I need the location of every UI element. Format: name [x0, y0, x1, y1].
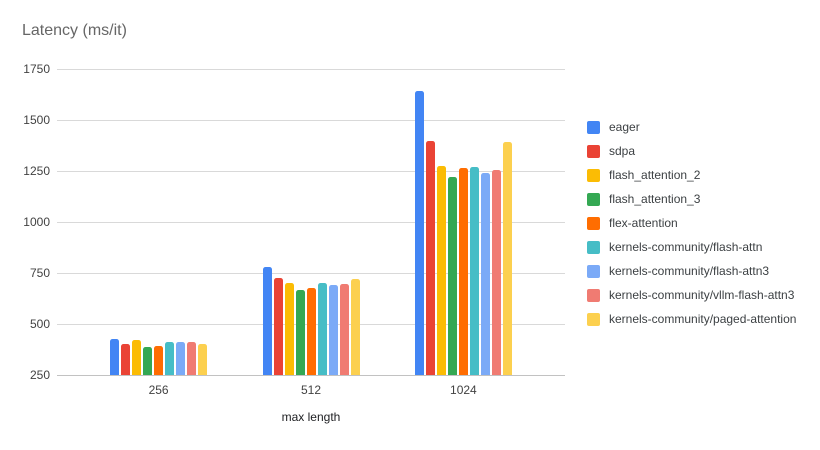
legend-label: kernels-community/flash-attn: [609, 240, 763, 254]
bar-kernels-community-paged-attention-256: [198, 344, 208, 375]
x-tick-label: 1024: [450, 383, 477, 397]
y-tick-label: 1500: [23, 113, 50, 127]
y-tick-label: 500: [29, 317, 50, 331]
bar-flash-attention-3-1024: [447, 176, 457, 375]
gridline: [57, 120, 565, 121]
legend-label: kernels-community/paged-attention: [609, 312, 797, 326]
legend-label: flex-attention: [609, 216, 678, 230]
legend-item-flex-attention: flex-attention: [587, 216, 799, 231]
gridline: [57, 375, 565, 376]
legend-swatch: [587, 289, 600, 302]
bar-flash-attention-3-512: [295, 289, 305, 375]
legend-swatch: [587, 313, 600, 326]
bar-kernels-community-vllm-flash-attn3-256: [187, 341, 197, 375]
bar-flash-attention-3-256: [143, 347, 153, 375]
legend-swatch: [587, 265, 600, 278]
y-tick-label: 1000: [23, 215, 50, 229]
gridline: [57, 273, 565, 274]
legend-item-flash-attention-3: flash_attention_3: [587, 192, 799, 207]
bar-kernels-community-vllm-flash-attn3-1024: [491, 169, 501, 375]
gridline: [57, 171, 565, 172]
legend-label: kernels-community/vllm-flash-attn3: [609, 288, 795, 302]
bar-flash-attention-2-1024: [436, 165, 446, 375]
legend-label: kernels-community/flash-attn3: [609, 264, 770, 278]
bar-kernels-community-flash-attn-512: [317, 282, 327, 375]
bar-flash-attention-2-256: [132, 339, 142, 375]
bar-sdpa-1024: [425, 140, 435, 375]
legend-item-kernels-community-vllm-flash-attn3: kernels-community/vllm-flash-attn3: [587, 288, 799, 303]
legend-item-kernels-community-paged-attention: kernels-community/paged-attention: [587, 312, 799, 327]
legend-item-sdpa: sdpa: [587, 144, 799, 159]
chart-title: Latency (ms/it): [22, 22, 127, 39]
legend-swatch: [587, 169, 600, 182]
bar-flex-attention-512: [306, 287, 316, 375]
y-tick-label: 1250: [23, 164, 50, 178]
bar-eager-1024: [414, 91, 424, 375]
bar-eager-256: [110, 339, 120, 375]
legend-item-kernels-community-flash-attn: kernels-community/flash-attn: [587, 240, 799, 255]
legend-item-eager: eager: [587, 120, 799, 135]
bar-flex-attention-1024: [458, 168, 468, 375]
y-tick-label: 1750: [23, 62, 50, 76]
x-tick-label: 512: [300, 383, 322, 397]
bar-kernels-community-paged-attention-512: [350, 278, 360, 375]
legend-swatch: [587, 217, 600, 230]
bar-kernels-community-flash-attn3-512: [328, 284, 338, 375]
legend-label: flash_attention_2: [609, 168, 701, 182]
gridline: [57, 222, 565, 223]
legend-swatch: [587, 145, 600, 158]
legend-label: flash_attention_3: [609, 192, 701, 206]
legend-swatch: [587, 193, 600, 206]
legend-label: sdpa: [609, 144, 636, 158]
bar-flash-attention-2-512: [284, 283, 294, 375]
legend-swatch: [587, 121, 600, 134]
bar-kernels-community-flash-attn3-1024: [480, 172, 490, 375]
x-tick-label: 256: [148, 383, 169, 397]
bar-kernels-community-paged-attention-1024: [502, 142, 512, 375]
x-axis-title: max length: [281, 410, 341, 424]
y-tick-label: 250: [29, 368, 50, 382]
legend-swatch: [587, 241, 600, 254]
bar-kernels-community-vllm-flash-attn3-512: [339, 284, 349, 375]
legend-label: eager: [609, 120, 640, 134]
bar-flex-attention-256: [154, 346, 164, 375]
gridline: [57, 69, 565, 70]
legend-item-kernels-community-flash-attn3: kernels-community/flash-attn3: [587, 264, 799, 279]
bar-eager-512: [262, 266, 272, 375]
bar-kernels-community-flash-attn3-256: [176, 342, 186, 375]
legend-item-flash-attention-2: flash_attention_2: [587, 168, 799, 183]
legend: eager sdpa flash_attention_2 flash_attentio…: [587, 120, 799, 327]
bar-sdpa-256: [121, 344, 131, 375]
y-tick-label: 750: [29, 266, 50, 280]
bar-sdpa-512: [273, 278, 283, 375]
bar-kernels-community-flash-attn-256: [165, 341, 175, 375]
bar-kernels-community-flash-attn-1024: [469, 167, 479, 375]
